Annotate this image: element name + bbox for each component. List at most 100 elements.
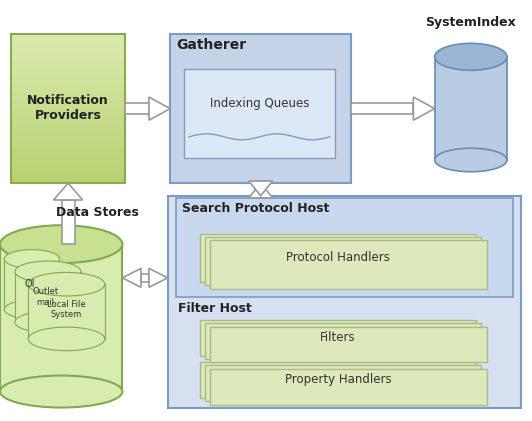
Bar	[11, 115, 125, 117]
Bar	[205, 237, 481, 285]
Bar	[11, 58, 125, 61]
Bar	[11, 123, 125, 126]
Bar	[11, 162, 125, 165]
Bar	[11, 91, 125, 93]
Bar	[11, 174, 125, 177]
Bar	[11, 144, 125, 147]
Text: SystemIndex: SystemIndex	[426, 16, 516, 29]
Bar	[11, 132, 125, 135]
Bar	[11, 139, 125, 141]
Text: Notification
Providers: Notification Providers	[27, 94, 109, 123]
Bar	[210, 327, 487, 362]
Bar	[11, 180, 125, 183]
Polygon shape	[53, 183, 83, 200]
Bar	[11, 109, 125, 112]
Bar	[210, 240, 487, 289]
Bar	[11, 168, 125, 171]
Bar	[125, 104, 149, 114]
Bar	[11, 61, 125, 64]
Bar	[11, 165, 125, 168]
Bar	[200, 234, 476, 282]
Bar	[11, 96, 125, 99]
Bar	[11, 75, 125, 79]
Ellipse shape	[4, 300, 60, 319]
Bar	[11, 150, 125, 153]
Bar	[0, 244, 122, 392]
Text: Protocol Handlers: Protocol Handlers	[286, 251, 390, 264]
Bar	[11, 135, 125, 139]
Polygon shape	[149, 97, 170, 120]
Bar	[11, 117, 125, 120]
Bar	[11, 45, 125, 49]
Text: Filters: Filters	[320, 331, 355, 344]
Bar	[11, 102, 125, 105]
Bar	[11, 105, 125, 109]
Text: Outlet
mail: Outlet mail	[32, 287, 59, 306]
Text: Local File
System: Local File System	[47, 300, 86, 319]
Bar	[11, 112, 125, 115]
Ellipse shape	[435, 43, 507, 70]
Bar	[11, 85, 125, 88]
Ellipse shape	[15, 312, 81, 333]
Bar	[11, 67, 125, 69]
Bar	[11, 93, 125, 96]
Bar	[62, 200, 74, 244]
Text: Filter Host: Filter Host	[178, 302, 252, 315]
Bar	[11, 79, 125, 82]
Polygon shape	[149, 269, 168, 287]
Bar	[11, 34, 125, 37]
Ellipse shape	[28, 327, 105, 351]
Ellipse shape	[435, 148, 507, 172]
Ellipse shape	[15, 261, 81, 282]
Bar	[176, 198, 513, 297]
Bar	[205, 365, 481, 401]
Bar	[184, 69, 335, 158]
Bar	[11, 141, 125, 144]
Bar	[11, 43, 125, 45]
Bar	[11, 99, 125, 102]
Bar	[11, 52, 125, 55]
Bar	[11, 72, 125, 75]
Text: Data Stores: Data Stores	[56, 206, 139, 219]
Bar	[28, 284, 105, 339]
Bar	[11, 177, 125, 180]
Bar	[11, 69, 125, 72]
Bar	[11, 159, 125, 162]
Bar	[11, 37, 125, 40]
Ellipse shape	[4, 250, 60, 268]
Bar	[351, 104, 413, 114]
Polygon shape	[122, 269, 141, 287]
Bar	[168, 196, 521, 408]
Bar	[11, 88, 125, 91]
Text: Property Handlers: Property Handlers	[285, 373, 391, 386]
Polygon shape	[248, 181, 272, 196]
Bar	[11, 120, 125, 123]
Polygon shape	[413, 97, 435, 120]
Bar	[11, 129, 125, 132]
Bar	[11, 126, 125, 129]
Bar	[435, 57, 507, 160]
Bar	[255, 181, 266, 198]
Bar	[11, 82, 125, 85]
Bar	[200, 320, 476, 356]
Bar	[200, 362, 476, 398]
Ellipse shape	[28, 272, 105, 296]
Bar	[15, 272, 81, 322]
Bar	[11, 171, 125, 174]
Bar	[11, 40, 125, 43]
Ellipse shape	[0, 225, 122, 263]
Text: Indexing Queues: Indexing Queues	[210, 97, 309, 109]
Bar	[11, 34, 125, 183]
Bar	[141, 274, 149, 282]
Text: Search Protocol Host: Search Protocol Host	[182, 202, 329, 215]
Bar	[11, 49, 125, 52]
Bar	[11, 153, 125, 156]
Bar	[11, 147, 125, 150]
Polygon shape	[248, 183, 272, 198]
Bar	[11, 64, 125, 67]
Text: OI: OI	[24, 279, 35, 289]
Bar	[11, 55, 125, 58]
Bar	[205, 323, 481, 359]
Ellipse shape	[0, 376, 122, 408]
Bar	[170, 34, 351, 183]
